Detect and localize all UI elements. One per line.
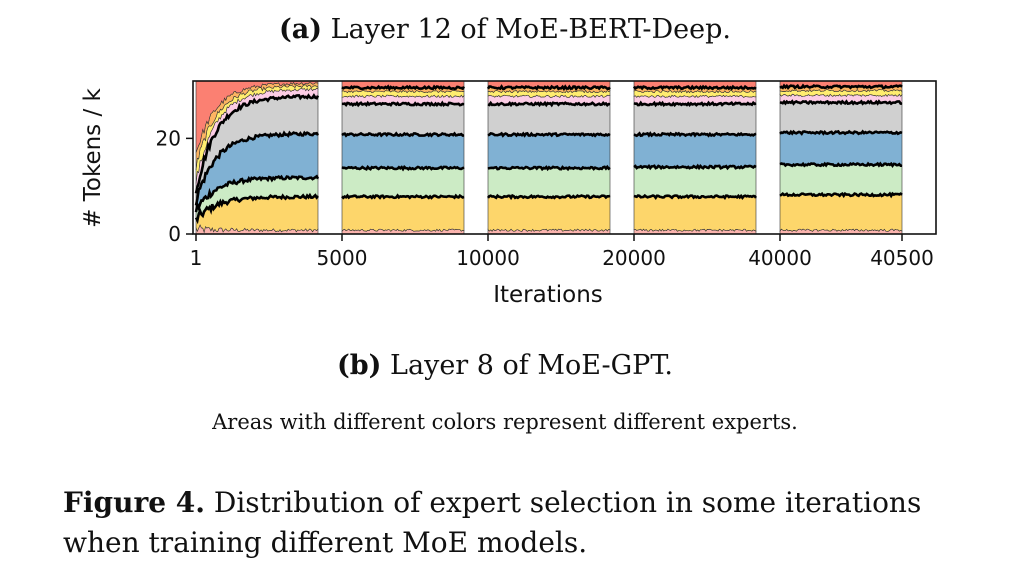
- panel-1-boundary-line-3: [194, 130, 320, 206]
- panel-5-boundary-line-4: [779, 99, 903, 106]
- panel-3-boundary-line-3: [487, 131, 611, 138]
- panel-5-boundary-line-3: [779, 129, 903, 136]
- panel-2-expert-area-3: [341, 166, 465, 199]
- panel-3-expert-area-5: [487, 102, 611, 137]
- panel-3-expert-area-2: [487, 195, 611, 232]
- x-tick-label-5000: 5000: [317, 246, 368, 270]
- y-axis-label: # Tokens / k: [80, 87, 106, 227]
- panel-2-boundary-line-5: [341, 84, 466, 92]
- panel-3-boundary-line-5: [486, 84, 611, 92]
- panel-2-boundary-line-1: [341, 193, 465, 200]
- y-axis: 0 20: [156, 126, 193, 246]
- panel-2: [341, 81, 466, 234]
- panel-2-expert-area-5: [341, 102, 465, 137]
- panel-5: [779, 81, 903, 234]
- panel-2-expert-area-2: [341, 195, 465, 233]
- panel-1-expert-area-9: [195, 81, 319, 153]
- subcaption-b-text: Layer 8 of MoE-GPT.: [381, 350, 673, 381]
- plot-frame: [192, 80, 937, 235]
- panel-3: [486, 81, 611, 234]
- figure-caption: Figure 4. Distribution of expert selecti…: [63, 483, 993, 563]
- panel-4-boundary-line-3: [633, 131, 757, 138]
- subcaption-b: (b) Layer 8 of MoE-GPT.: [0, 350, 1010, 381]
- panel-4-expert-area-5: [633, 102, 757, 137]
- panel-4-boundary-line-5: [632, 84, 757, 91]
- panel-2-boundary-line-4: [341, 100, 465, 108]
- panel-4-expert-area-2: [633, 195, 757, 232]
- subcaption-b-label: (b): [337, 350, 382, 381]
- panel-1-boundary-line-2: [194, 174, 320, 213]
- panel-3-boundary-line-2: [487, 164, 611, 172]
- panel-2-boundary-line-2: [341, 164, 465, 172]
- panel-5-expert-area-5: [779, 100, 903, 135]
- panel-2-expert-area-4: [341, 132, 465, 170]
- panel-5-expert-area-3: [779, 163, 903, 197]
- panel-5-boundary-line-5: [779, 83, 903, 90]
- x-tick-label-40000: 40000: [748, 246, 812, 270]
- panel-5-boundary-line-1: [779, 191, 903, 199]
- y-tick-label-20: 20: [156, 126, 181, 150]
- panel-1-boundary-line-4: [194, 93, 320, 194]
- x-axis: 1 5000 10000 20000 40000 40500: [190, 234, 934, 270]
- panel-4-boundary-line-4: [633, 100, 757, 108]
- panel-5-expert-area-2: [779, 193, 903, 233]
- subcaption-a: (a) Layer 12 of MoE-BERT-Deep.: [0, 14, 1010, 45]
- panel-2-boundary-line-3: [341, 131, 465, 138]
- panel-3-expert-area-3: [487, 166, 611, 199]
- subcaption-a-label: (a): [279, 14, 323, 45]
- panel-4-boundary-line-2: [633, 163, 757, 171]
- panel-3-boundary-line-1: [486, 193, 611, 201]
- x-tick-label-1: 1: [190, 246, 203, 270]
- x-axis-label: Iterations: [493, 282, 603, 308]
- panels-layer: [194, 81, 903, 234]
- panel-4: [632, 81, 758, 234]
- panel-5-expert-area-4: [779, 131, 903, 167]
- panel-4-expert-area-3: [633, 165, 757, 199]
- panel-5-boundary-line-2: [779, 161, 903, 168]
- color-note: Areas with different colors represent di…: [212, 410, 798, 434]
- y-tick-label-0: 0: [168, 222, 181, 246]
- figure-caption-text: Distribution of expert selection in some…: [63, 486, 922, 559]
- panel-4-expert-area-4: [633, 132, 757, 169]
- x-tick-label-40500: 40500: [870, 246, 934, 270]
- subcaption-a-text: Layer 12 of MoE-BERT-Deep.: [322, 14, 731, 45]
- x-tick-label-20000: 20000: [602, 246, 666, 270]
- panel-3-expert-area-4: [487, 133, 611, 170]
- panel-4-boundary-line-1: [633, 193, 758, 201]
- x-tick-label-10000: 10000: [456, 246, 520, 270]
- panel-1: [194, 81, 320, 234]
- panel-1-boundary-line-1: [194, 192, 319, 225]
- figure-caption-label: Figure 4.: [63, 486, 205, 519]
- panel-3-boundary-line-4: [487, 100, 611, 108]
